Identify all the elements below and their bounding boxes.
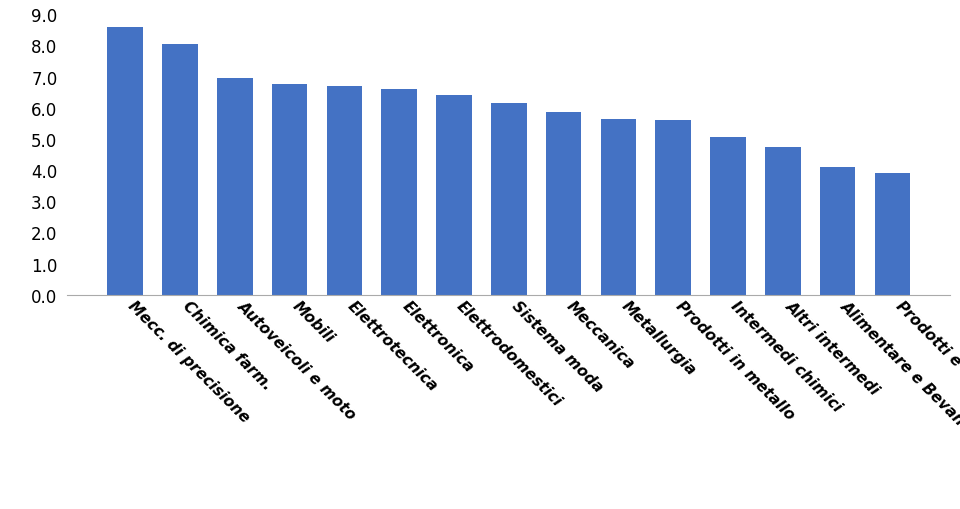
- Bar: [601, 120, 636, 295]
- Bar: [656, 121, 691, 295]
- Bar: [108, 27, 143, 295]
- Bar: [381, 90, 417, 295]
- Bar: [546, 114, 582, 295]
- Bar: [710, 138, 746, 295]
- Bar: [875, 174, 910, 295]
- Bar: [491, 104, 527, 295]
- Bar: [162, 45, 198, 295]
- Bar: [326, 87, 362, 295]
- Bar: [820, 167, 855, 295]
- Bar: [765, 148, 801, 295]
- Bar: [436, 96, 471, 295]
- Bar: [272, 85, 307, 295]
- Bar: [217, 79, 252, 295]
